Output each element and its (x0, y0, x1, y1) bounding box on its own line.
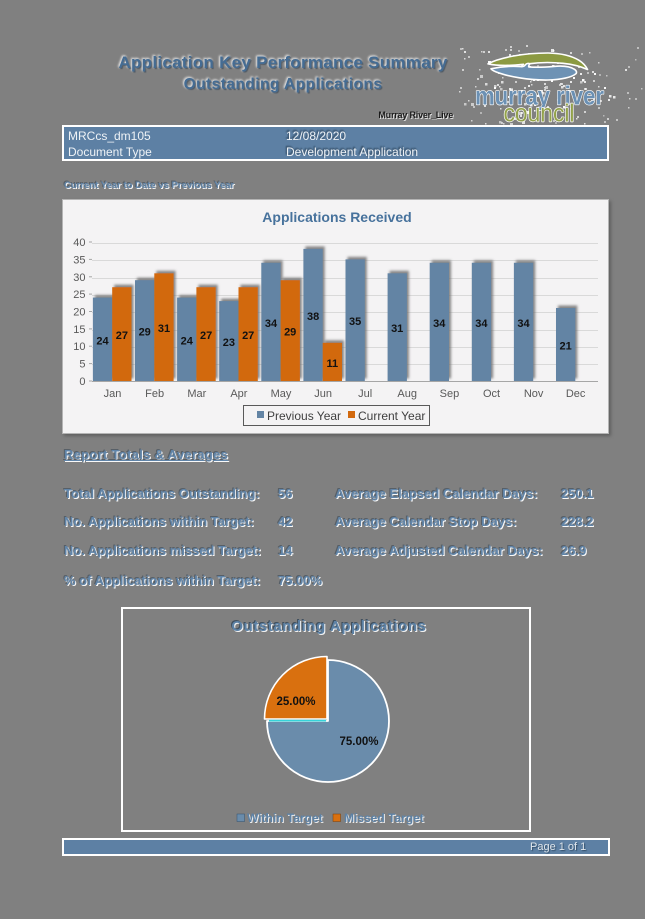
svg-text:24: 24 (181, 335, 194, 347)
svg-text:Previous Year: Previous Year (267, 409, 341, 423)
svg-text:10: 10 (73, 341, 85, 353)
svg-text:Dec: Dec (566, 388, 586, 400)
svg-text:May: May (271, 388, 292, 400)
svg-text:Outstanding Applications: Outstanding Applications (232, 619, 427, 636)
svg-text:31: 31 (391, 323, 403, 335)
svg-text:Aug: Aug (397, 388, 417, 400)
svg-text:35: 35 (349, 316, 361, 328)
svg-text:Feb: Feb (145, 388, 164, 400)
svg-text:Outstanding Applications: Outstanding Applications (230, 617, 425, 634)
svg-text:Oct: Oct (483, 388, 500, 400)
svg-text:24: 24 (96, 335, 109, 347)
svg-text:20: 20 (73, 307, 85, 319)
svg-text:27: 27 (116, 330, 128, 342)
svg-text:30: 30 (73, 272, 85, 284)
svg-text:murray river: murray river (475, 81, 604, 111)
svg-text:34: 34 (433, 318, 446, 330)
svg-text:Missed Target: Missed Target (344, 811, 424, 825)
svg-text:Apr: Apr (230, 388, 247, 400)
svg-text:34: 34 (475, 318, 488, 330)
svg-text:29: 29 (284, 327, 296, 339)
svg-text:29: 29 (139, 327, 151, 339)
svg-text:34: 34 (265, 318, 278, 330)
svg-text:21: 21 (559, 341, 571, 353)
svg-text:11: 11 (326, 358, 338, 370)
svg-text:Within Target: Within Target (247, 811, 323, 825)
svg-text:Current Year: Current Year (358, 409, 425, 423)
svg-text:Jun: Jun (314, 388, 332, 400)
svg-text:27: 27 (200, 330, 212, 342)
svg-text:council: council (504, 100, 575, 127)
svg-text:38: 38 (307, 311, 319, 323)
svg-text:5: 5 (79, 359, 85, 371)
svg-text:Nov: Nov (524, 388, 544, 400)
svg-text:15: 15 (73, 324, 85, 336)
svg-text:0: 0 (79, 376, 85, 388)
svg-text:25.00%: 25.00% (276, 696, 315, 708)
svg-text:Within Target: Within Target (248, 812, 324, 826)
svg-text:40: 40 (73, 237, 85, 249)
svg-text:35: 35 (73, 254, 85, 266)
svg-text:Outstanding Applications: Outstanding Applications (231, 618, 426, 635)
svg-text:Sep: Sep (440, 388, 460, 400)
svg-text:34: 34 (517, 318, 530, 330)
svg-text:Jul: Jul (358, 388, 372, 400)
svg-text:Jan: Jan (104, 388, 122, 400)
svg-text:31: 31 (158, 323, 170, 335)
svg-text:Mar: Mar (187, 388, 206, 400)
svg-text:23: 23 (223, 337, 235, 349)
svg-text:75.00%: 75.00% (339, 736, 378, 748)
svg-text:25: 25 (73, 289, 85, 301)
svg-text:27: 27 (242, 330, 254, 342)
svg-text:Applications Received: Applications Received (262, 209, 411, 225)
svg-text:Missed Target: Missed Target (345, 812, 425, 826)
